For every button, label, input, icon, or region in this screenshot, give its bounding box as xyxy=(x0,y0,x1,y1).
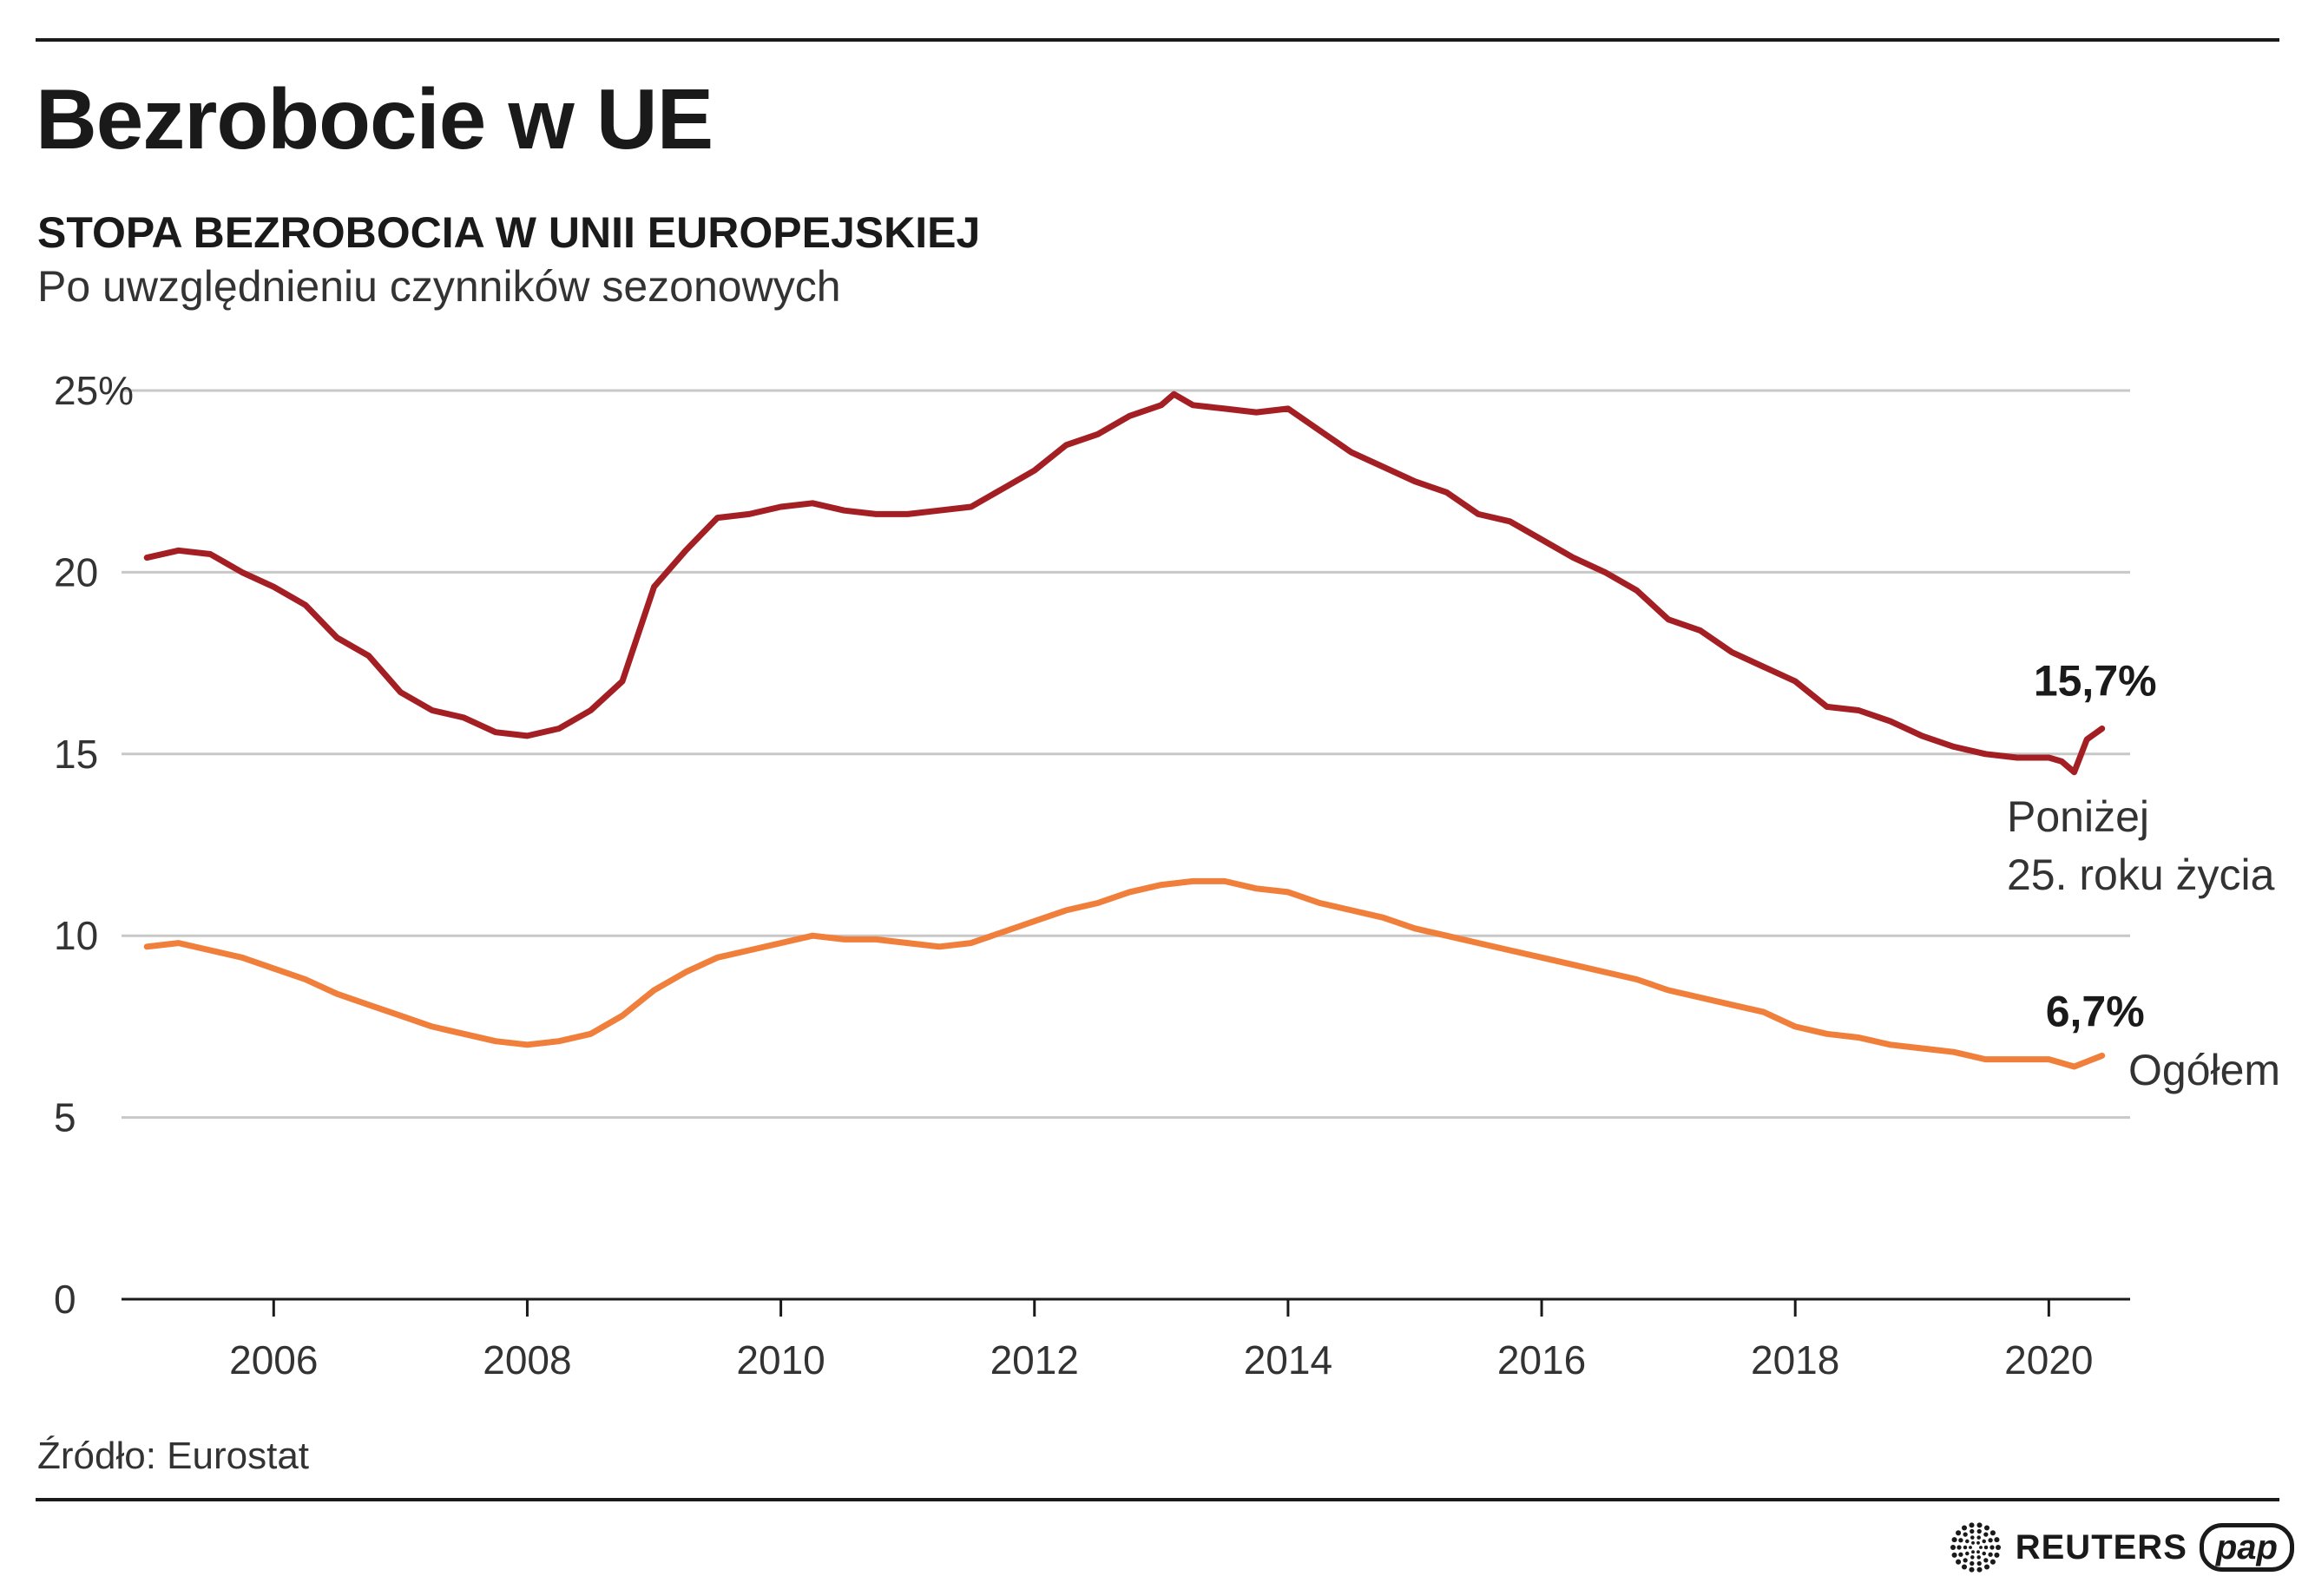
chart-note: Po uwzględnieniu czynników sezonowych xyxy=(37,262,841,311)
y-axis-tick-labels: 0 5 10 15 20 25% xyxy=(54,368,134,1322)
top-rule xyxy=(36,38,2279,42)
x-tick-label: 2014 xyxy=(1244,1337,1332,1383)
x-tick-label: 2008 xyxy=(483,1337,571,1383)
logos: REUTERS pap xyxy=(1948,1517,2294,1578)
pap-logo-text: pap xyxy=(2215,1528,2278,1566)
x-tick-label: 2018 xyxy=(1751,1337,1839,1383)
reuters-logo-text: REUTERS xyxy=(2015,1527,2187,1566)
end-value-label: 15,7% xyxy=(2034,656,2157,705)
series-labels: 15,7% 6,7% Poniżej 25. roku życia Ogółem xyxy=(2007,656,2280,1094)
page-title: Bezrobocie w UE xyxy=(36,71,714,167)
x-tick-label: 2010 xyxy=(736,1337,825,1383)
x-tick-label: 2006 xyxy=(229,1337,318,1383)
y-tick-label: 25% xyxy=(54,368,134,413)
series-name-youth-line1: Poniżej xyxy=(2007,792,2149,841)
y-tick-label: 0 xyxy=(54,1277,76,1322)
y-tick-label: 20 xyxy=(54,549,98,594)
series-line-youth xyxy=(143,391,2106,776)
x-tick-label: 2016 xyxy=(1497,1337,1586,1383)
x-tick-label: 2012 xyxy=(990,1337,1079,1383)
y-tick-label: 10 xyxy=(54,913,98,958)
y-tick-label: 15 xyxy=(54,732,98,777)
grid-lines xyxy=(122,389,2130,1120)
chart-subtitle: STOPA BEZROBOCIA W UNII EUROPEJSKIEJ xyxy=(37,208,981,257)
y-tick-label: 5 xyxy=(54,1095,76,1140)
series-name-total: Ogółem xyxy=(2128,1046,2280,1094)
reuters-logo-icon xyxy=(1950,1522,2001,1573)
end-value-label: 6,7% xyxy=(2046,987,2145,1035)
source-note: Źródło: Eurostat xyxy=(37,1435,310,1477)
series-line-total xyxy=(143,877,2106,1070)
pap-logo: pap xyxy=(2199,1523,2294,1572)
series-lines xyxy=(143,391,2106,1070)
series-name-youth-line2: 25. roku życia xyxy=(2007,851,2275,899)
unemployment-chart: 0 5 10 15 20 25% 2006 2008 2010 2012 2014 2016 2018… xyxy=(54,368,2280,1383)
x-axis: 2006 2008 2010 2012 2014 2016 2018 2020 xyxy=(122,1297,2130,1383)
bottom-rule xyxy=(36,1498,2279,1501)
x-tick-label: 2020 xyxy=(2004,1337,2093,1383)
